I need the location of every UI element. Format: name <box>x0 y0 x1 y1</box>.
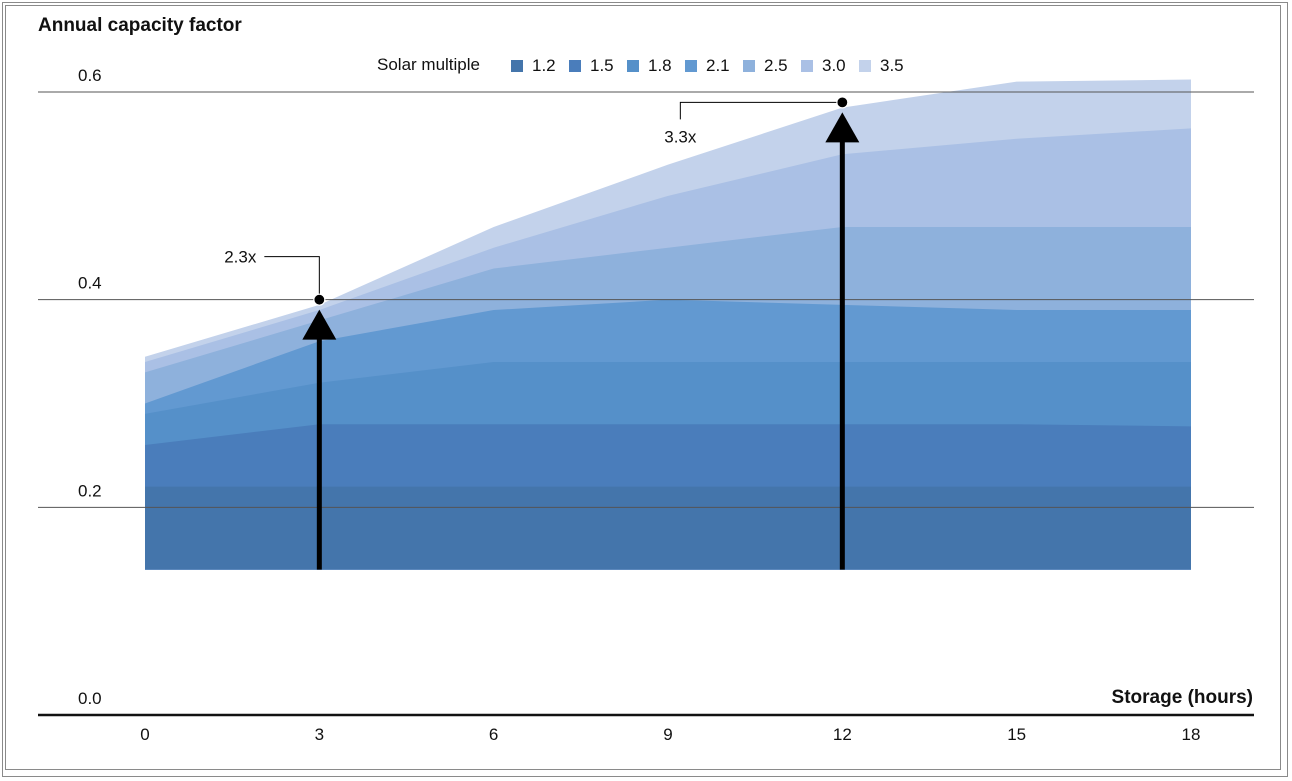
annotation-label: 3.3x <box>664 127 697 146</box>
legend-swatch-2.1 <box>685 60 697 72</box>
y-tick-label: 0.0 <box>78 689 102 708</box>
gridlines <box>38 91 1254 508</box>
legend-label-1.8: 1.8 <box>648 56 672 75</box>
x-tick-label: 9 <box>663 725 672 744</box>
legend-label-1.5: 1.5 <box>590 56 614 75</box>
inner-frame <box>5 5 1281 770</box>
legend-swatch-2.5 <box>743 60 755 72</box>
legend-label-3.5: 3.5 <box>880 56 904 75</box>
annotation-leader <box>679 101 837 120</box>
x-tick-label: 15 <box>1007 725 1026 744</box>
x-tick-label: 3 <box>315 725 324 744</box>
x-tick-label: 12 <box>833 725 852 744</box>
legend-label-3.0: 3.0 <box>822 56 846 75</box>
x-tick-label: 18 <box>1182 725 1201 744</box>
annotation-dot <box>313 293 326 306</box>
legend-swatch-1.8 <box>627 60 639 72</box>
y-tick-label: 0.2 <box>78 481 102 500</box>
legend-label-2.5: 2.5 <box>764 56 788 75</box>
axes: 0.0 0.2 0.4 0.6 0 3 6 9 12 15 18 <box>38 66 1254 744</box>
legend-swatch-3.5 <box>859 60 871 72</box>
y-axis-title: Annual capacity factor <box>38 15 242 36</box>
annotation-arrow-head <box>825 112 860 143</box>
area-layers <box>145 79 1191 570</box>
annotations: 2.3x 3.3x <box>224 96 860 570</box>
annotation-3.3x: 3.3x <box>664 96 860 570</box>
annotation-dot <box>836 96 849 109</box>
annotation-leader <box>264 256 320 294</box>
area-series-1.2 <box>145 486 1191 570</box>
legend-swatch-1.2 <box>511 60 523 72</box>
x-axis-title: Storage (hours) <box>1112 687 1253 708</box>
x-tick-label: 0 <box>140 725 149 744</box>
legend-label-1.2: 1.2 <box>532 56 556 75</box>
legend-title: Solar multiple <box>377 55 480 74</box>
x-tick-label: 6 <box>489 725 498 744</box>
y-tick-label: 0.4 <box>78 274 102 293</box>
legend-swatch-3.0 <box>801 60 813 72</box>
annotation-label: 2.3x <box>224 248 257 267</box>
y-tick-label: 0.6 <box>78 66 102 85</box>
annotation-arrow-head <box>302 309 337 340</box>
legend-label-2.1: 2.1 <box>706 56 730 75</box>
annotation-2.3x: 2.3x <box>224 248 337 570</box>
legend: Solar multiple 1.2 1.5 1.8 2.1 2.5 3.0 3.5 <box>377 55 904 75</box>
legend-swatch-1.5 <box>569 60 581 72</box>
